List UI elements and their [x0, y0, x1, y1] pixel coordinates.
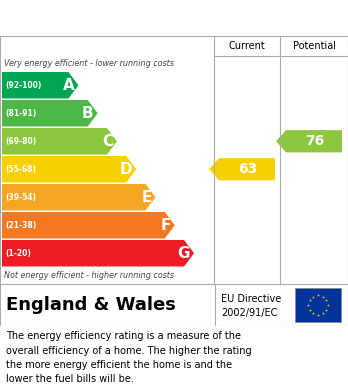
Text: A: A — [63, 78, 74, 93]
Polygon shape — [276, 130, 342, 152]
Polygon shape — [2, 128, 117, 154]
Text: Current: Current — [229, 41, 266, 51]
Text: overall efficiency of a home. The higher the rating: overall efficiency of a home. The higher… — [6, 346, 252, 355]
Polygon shape — [209, 158, 275, 180]
Text: (92-100): (92-100) — [5, 81, 41, 90]
Text: G: G — [177, 246, 190, 261]
Text: (69-80): (69-80) — [5, 137, 36, 146]
Text: D: D — [120, 162, 132, 177]
Text: 2002/91/EC: 2002/91/EC — [221, 308, 277, 318]
Text: E: E — [141, 190, 151, 205]
Text: Potential: Potential — [293, 41, 335, 51]
Text: B: B — [82, 106, 94, 121]
Bar — [295, 288, 341, 322]
Text: 63: 63 — [238, 162, 258, 176]
Text: (21-38): (21-38) — [5, 221, 36, 230]
Text: the more energy efficient the home is and the: the more energy efficient the home is an… — [6, 360, 232, 370]
Text: Very energy efficient - lower running costs: Very energy efficient - lower running co… — [4, 59, 174, 68]
Text: EU Directive: EU Directive — [221, 294, 281, 304]
Text: The energy efficiency rating is a measure of the: The energy efficiency rating is a measur… — [6, 331, 241, 341]
Text: Energy Efficiency Rating: Energy Efficiency Rating — [8, 11, 218, 25]
Polygon shape — [2, 240, 194, 267]
Text: England & Wales: England & Wales — [6, 296, 176, 314]
Polygon shape — [2, 184, 156, 210]
Text: Not energy efficient - higher running costs: Not energy efficient - higher running co… — [4, 271, 174, 280]
Text: lower the fuel bills will be.: lower the fuel bills will be. — [6, 375, 134, 384]
Text: (1-20): (1-20) — [5, 249, 31, 258]
Polygon shape — [2, 100, 98, 127]
Text: (81-91): (81-91) — [5, 109, 36, 118]
Text: (55-68): (55-68) — [5, 165, 36, 174]
Text: (39-54): (39-54) — [5, 193, 36, 202]
Text: F: F — [160, 218, 171, 233]
Polygon shape — [2, 212, 175, 239]
Text: 76: 76 — [306, 134, 325, 148]
Polygon shape — [2, 156, 136, 183]
Polygon shape — [2, 72, 79, 99]
Text: C: C — [102, 134, 113, 149]
